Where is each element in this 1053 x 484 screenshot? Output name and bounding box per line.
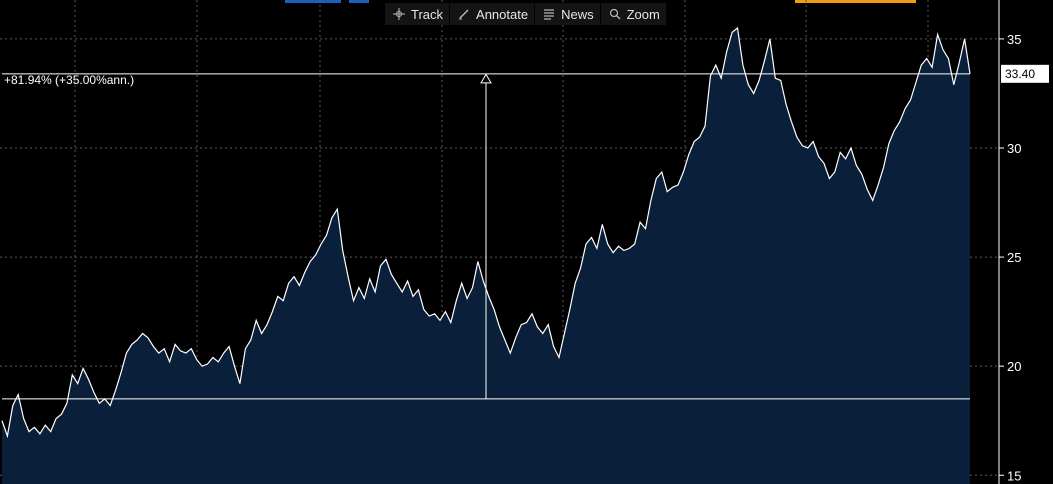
magnifier-icon — [609, 8, 621, 20]
chart-toolbar: Track Annotate News Zoom — [385, 3, 667, 25]
y-tick-label: 15 — [1007, 468, 1021, 483]
news-button[interactable]: News — [535, 3, 601, 25]
arrow-up-icon — [480, 73, 492, 84]
top-accent-blue-tab[interactable] — [285, 0, 341, 3]
last-price-box — [1001, 64, 1049, 83]
pencil-icon — [458, 8, 470, 20]
price-area-fill — [2, 28, 970, 484]
y-axis: 15 20 25 30 35 — [998, 0, 1021, 484]
last-price-label: 33.40 — [1005, 67, 1035, 81]
news-icon — [543, 8, 555, 20]
track-button[interactable]: Track — [385, 3, 451, 25]
top-accent-orange-tab[interactable] — [795, 0, 916, 3]
annotate-label: Annotate — [476, 6, 529, 22]
zoom-label: Zoom — [626, 6, 660, 22]
crosshair-icon — [393, 8, 405, 20]
y-tick-label: 20 — [1007, 359, 1021, 374]
return-annotation-label: +81.94% (+35.00%ann.) — [4, 73, 134, 87]
last-price-badge: 33.40 — [1001, 64, 1049, 83]
annotate-button[interactable]: Annotate — [450, 3, 536, 25]
y-tick-label: 35 — [1007, 32, 1021, 47]
zoom-button[interactable]: Zoom — [600, 3, 667, 25]
return-annotation: +81.94% (+35.00%ann.) — [2, 73, 970, 400]
y-tick-label: 25 — [1007, 250, 1021, 265]
y-tick-label: 30 — [1007, 141, 1021, 156]
track-label: Track — [411, 6, 444, 22]
news-label: News — [561, 6, 594, 22]
top-accent-blue-tab-small[interactable] — [349, 0, 369, 3]
